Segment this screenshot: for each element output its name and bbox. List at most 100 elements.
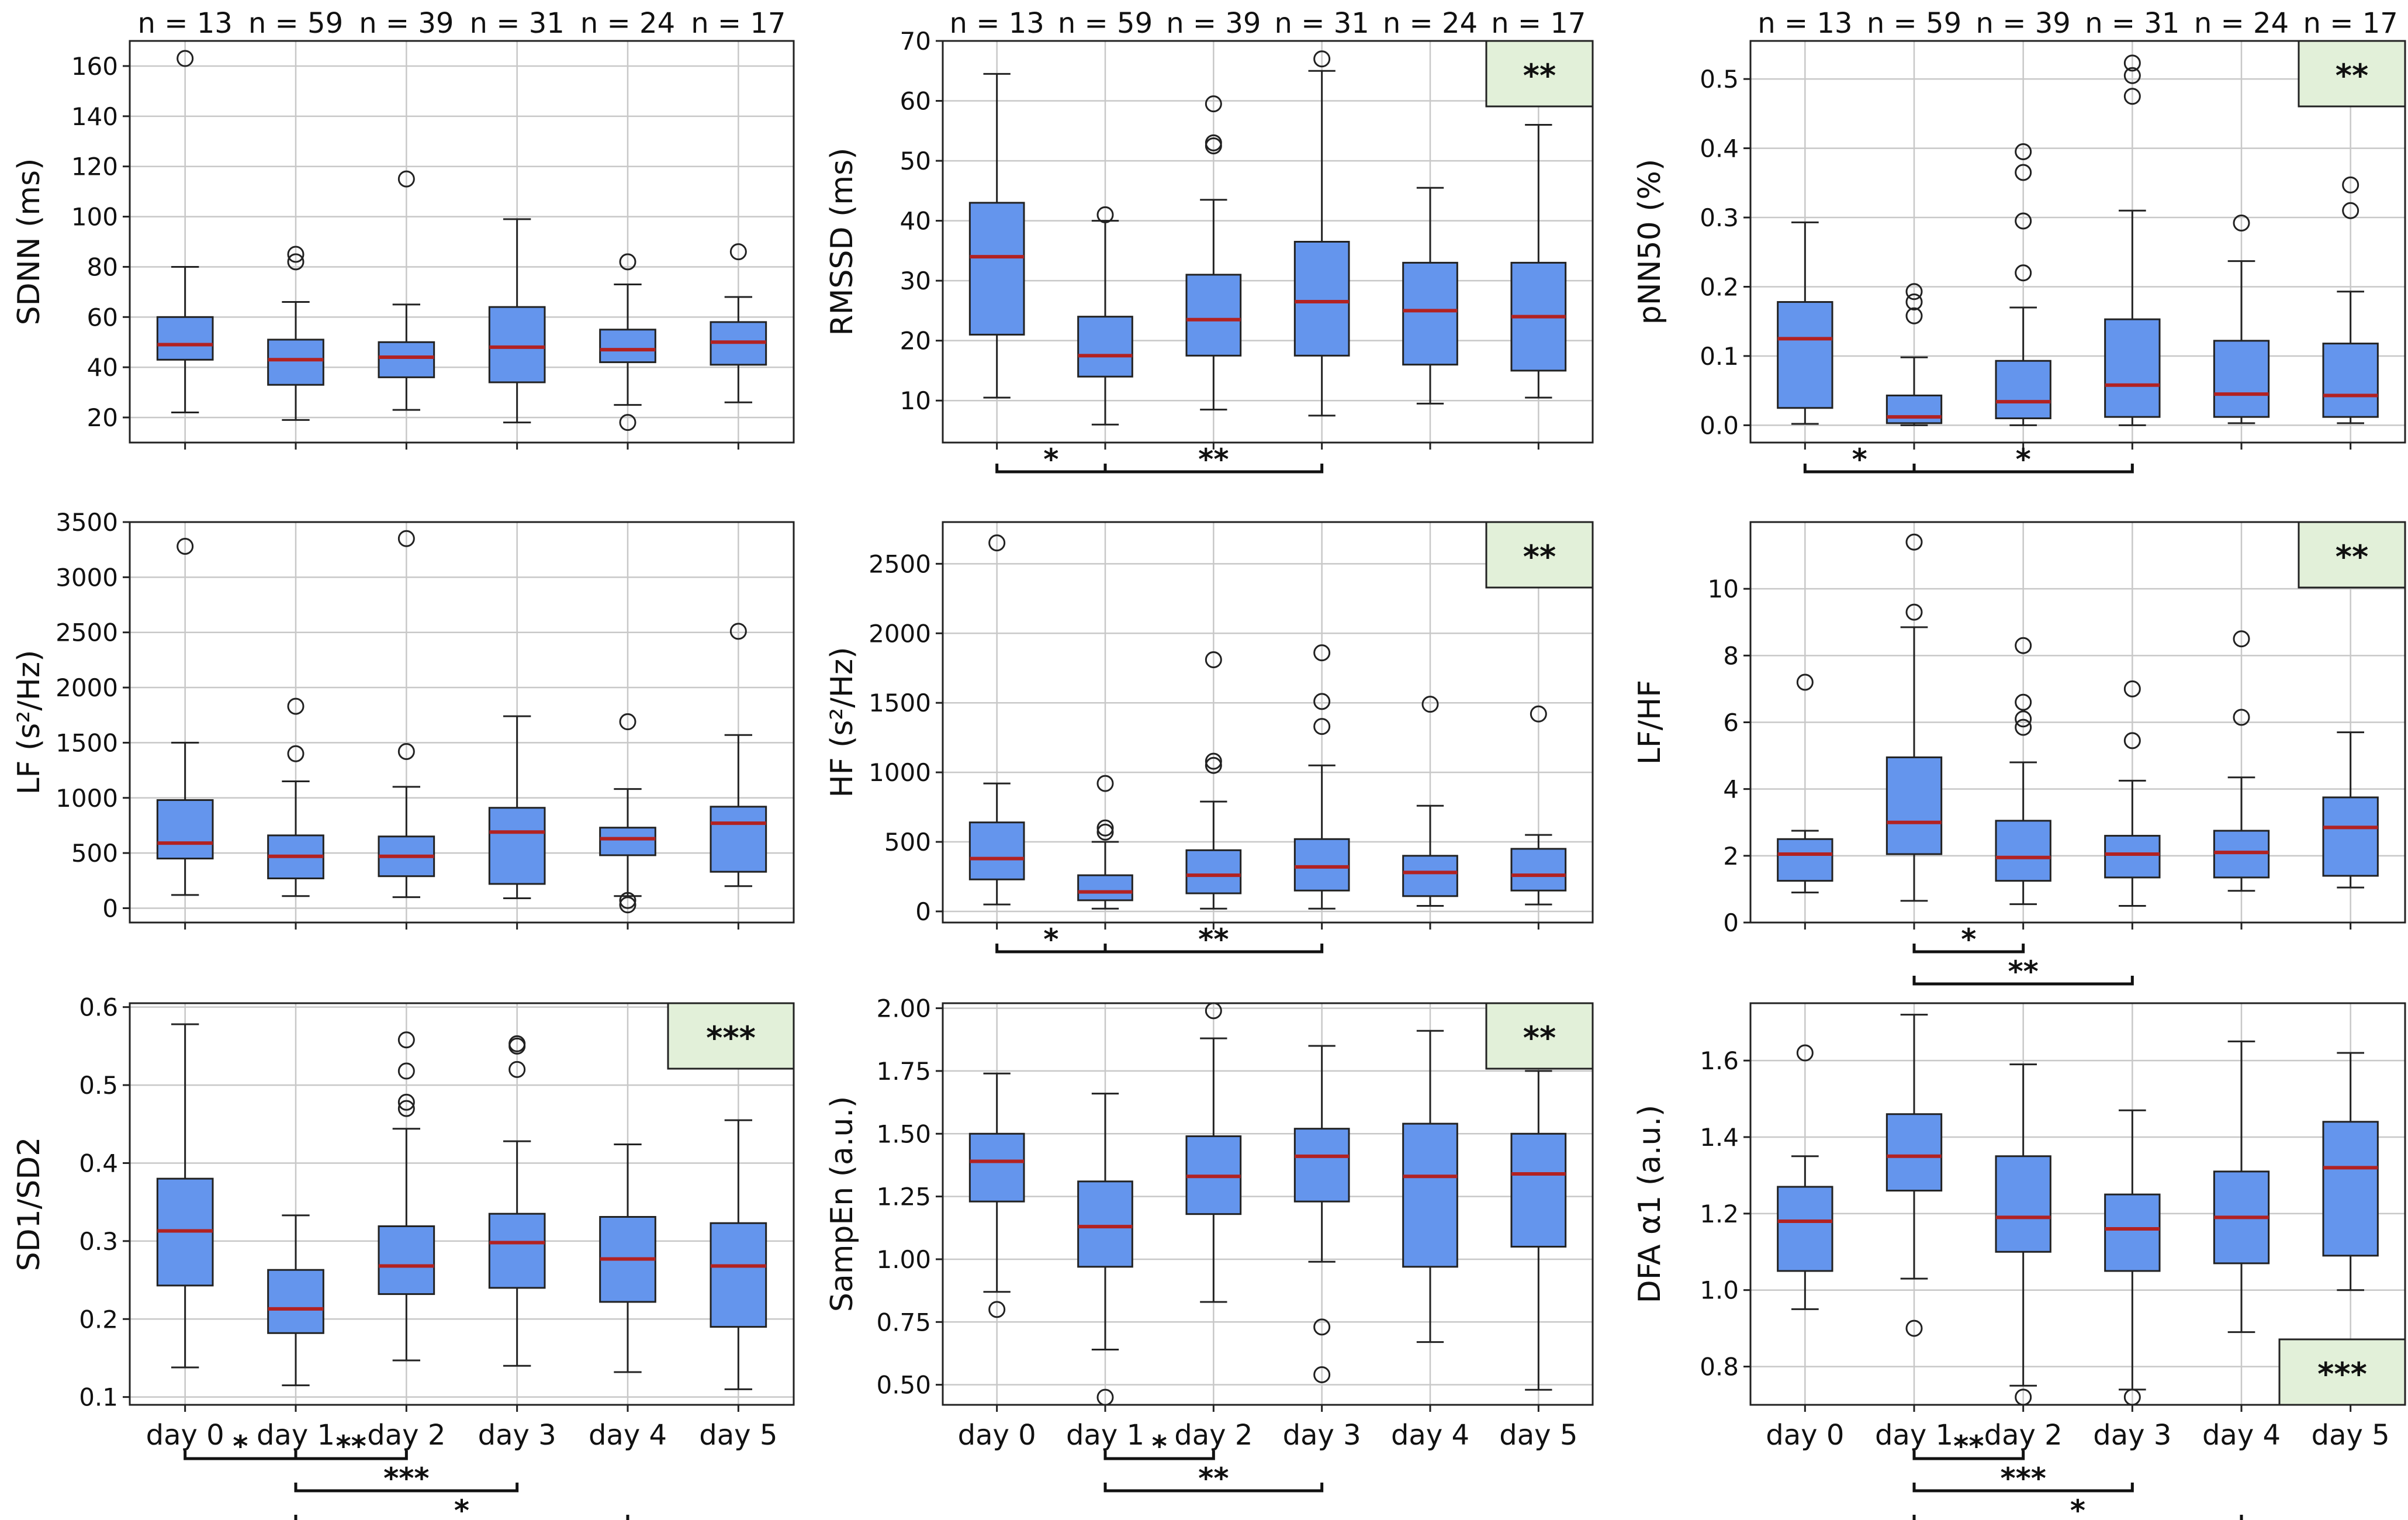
x-tick-label: day 3 (1283, 1419, 1361, 1452)
y-tick-label: 0.0 (1700, 411, 1739, 440)
y-tick-label: 120 (71, 153, 118, 181)
panel-lf: 0 500 1000 1500 2000 2500 3000 3500 LF (s²/Hz) (12, 508, 795, 930)
outlier-point (1096, 206, 1114, 223)
iqr-box (1293, 838, 1350, 892)
iqr-box (710, 806, 767, 873)
significance-bracket: * (294, 1494, 629, 1520)
y-tick-label: 20 (87, 403, 118, 432)
y-tick-label: 2000 (56, 673, 118, 702)
box-day-4 (2213, 630, 2270, 892)
y-tick-label: 10 (900, 386, 931, 415)
iqr-box (1510, 848, 1567, 892)
y-tick-label: 30 (900, 267, 931, 295)
box-day-0 (156, 1023, 214, 1369)
n-count-label: n = 17 (2303, 7, 2398, 40)
y-tick-label: 0.4 (79, 1149, 118, 1177)
box-day-1 (1077, 1093, 1133, 1406)
outlier-point (619, 896, 636, 914)
box-day-2 (1185, 1002, 1242, 1303)
outlier-point (397, 530, 415, 547)
bracket-line (1103, 1450, 1215, 1460)
y-tick-label: 6 (1723, 709, 1739, 737)
badge-box (667, 1002, 795, 1070)
y-tick-label: 1.6 (1700, 1046, 1739, 1075)
iqr-box (488, 807, 546, 885)
iqr-box (968, 821, 1025, 880)
y-tick-label: 500 (71, 839, 118, 868)
box-day-1 (267, 246, 324, 421)
outlier-point (2233, 215, 2250, 232)
badge-stars: ** (2336, 57, 2368, 94)
iqr-box (1077, 316, 1133, 378)
outlier-point (1905, 307, 1923, 324)
box-day-2 (378, 530, 435, 899)
bracket-stars: * (1043, 443, 1058, 476)
bracket-stars: * (233, 1429, 248, 1463)
badge-box (1485, 40, 1594, 108)
outlier-point (397, 1031, 415, 1049)
bracket-stars: * (454, 1494, 469, 1520)
iqr-box (1885, 394, 1943, 424)
y-tick-label: 60 (900, 87, 931, 116)
outlier-point (2233, 709, 2250, 726)
bracket-line (1103, 944, 1324, 954)
iqr-box (1995, 820, 2051, 882)
bracket-line (1912, 464, 2134, 474)
n-count-label: n = 31 (1275, 7, 1369, 40)
significance-badge: ** (1485, 40, 1594, 108)
x-tick-label: day 0 (958, 1419, 1036, 1452)
box-day-5 (710, 623, 767, 887)
bracket-stars: * (1852, 443, 1867, 476)
significance-bracket: ** (1912, 955, 2134, 989)
outlier-point (1905, 1319, 1923, 1337)
axes-frame (129, 1002, 795, 1406)
iqr-box (1777, 301, 1833, 409)
significance-bracket: ** (1912, 1429, 2025, 1463)
outlier-point (1313, 50, 1331, 68)
significance-bracket: * (1912, 923, 2025, 956)
box-day-5 (2322, 1052, 2379, 1291)
x-tick-label: day 4 (2202, 1419, 2281, 1452)
iqr-box (1510, 1132, 1567, 1248)
outlier-point (1313, 1366, 1331, 1383)
x-tick-label: day 0 (1766, 1419, 1844, 1452)
box-day-2 (378, 1031, 435, 1362)
outlier-point (619, 253, 636, 271)
outlier-point (1313, 1318, 1331, 1336)
iqr-box (156, 799, 214, 860)
y-tick-label: 0.2 (1700, 272, 1739, 301)
significance-badge: ** (2298, 521, 2406, 589)
iqr-box (2322, 796, 2379, 877)
panel-sdnn: 20 40 60 80 100 120 140 160 SDNN (ms) n = 13 n = 5… (12, 7, 795, 450)
iqr-box (1885, 1113, 1943, 1192)
box-day-1 (1077, 775, 1133, 910)
y-tick-label: 0.50 (876, 1371, 931, 1400)
y-tick-label: 20 (900, 327, 931, 355)
box-day-0 (1777, 1044, 1833, 1310)
x-tick-label: day 4 (1391, 1419, 1469, 1452)
box-day-4 (1402, 696, 1458, 907)
outlier-point (397, 1062, 415, 1080)
x-tick-label: day 1 (1875, 1419, 1953, 1452)
box-day-1 (267, 1214, 324, 1387)
n-count-label: n = 31 (2085, 7, 2179, 40)
y-tick-label: 1.4 (1700, 1123, 1739, 1152)
box-day-1 (1077, 206, 1133, 426)
outlier-point (2123, 88, 2141, 105)
n-count-label: n = 13 (1757, 7, 1852, 40)
outlier-point (1096, 823, 1114, 841)
x-tick-label: day 5 (2312, 1419, 2390, 1452)
significance-bracket: ** (294, 1429, 408, 1463)
y-tick-label: 1.2 (1700, 1200, 1739, 1228)
box-day-2 (378, 170, 435, 411)
y-tick-label: 2.00 (876, 994, 931, 1023)
outlier-point (2123, 732, 2141, 749)
outlier-point (729, 243, 747, 261)
outlier-point (2015, 164, 2032, 181)
box-day-2 (1995, 637, 2051, 906)
y-tick-label: 40 (87, 353, 118, 382)
outlier-point (2015, 718, 2032, 736)
n-count-label: n = 39 (359, 7, 454, 40)
box-day-0 (968, 534, 1025, 906)
y-tick-label: 0.5 (1700, 65, 1739, 94)
